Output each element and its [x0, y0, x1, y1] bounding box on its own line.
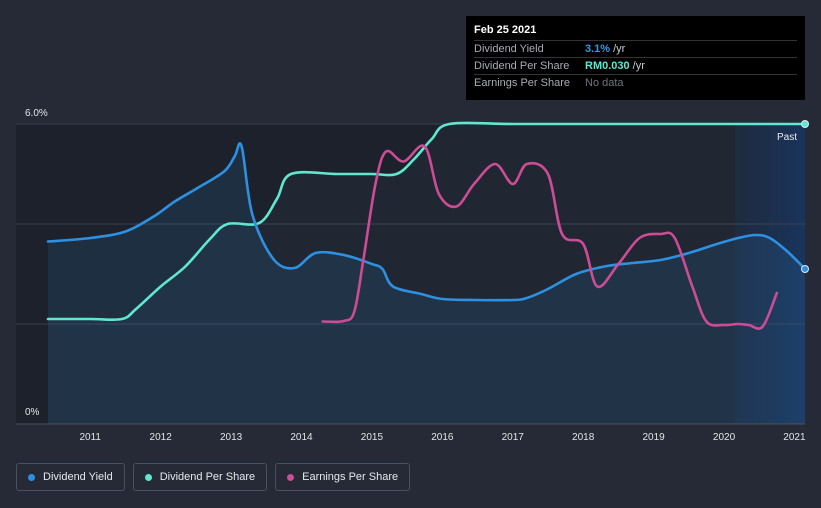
x-tick-label: 2018 — [572, 432, 595, 443]
legend-label: Earnings Per Share — [302, 471, 399, 483]
chart-areas — [48, 122, 805, 424]
end-point-dividend-yield — [801, 265, 809, 273]
y-tick-label-top: 6.0% — [25, 108, 48, 119]
x-tick-label: 2016 — [431, 432, 454, 443]
tooltip-row-label: Dividend Yield — [474, 43, 544, 55]
legend-dot-icon — [144, 473, 152, 481]
tooltip-row-earnings-per-share: Earnings Per Share No data — [474, 74, 797, 91]
tooltip-row-label: Earnings Per Share — [474, 77, 570, 89]
x-tick-label: 2014 — [290, 432, 313, 443]
area-dividend-per-share — [48, 122, 805, 424]
legend-item-earnings-per-share[interactable]: Earnings Per Share — [275, 463, 411, 491]
legend-label: Dividend Yield — [43, 471, 113, 483]
past-region — [734, 124, 805, 424]
line-dividend-per-share — [46, 121, 807, 322]
line-dividend-yield — [46, 142, 807, 302]
plot-background — [16, 124, 805, 424]
area-dividend-yield — [48, 143, 805, 424]
tooltip-row-label: Dividend Per Share — [474, 60, 570, 72]
x-tick-label: 2021 — [783, 432, 806, 443]
x-tick-label: 2017 — [502, 432, 525, 443]
chart-tooltip: Feb 25 2021 Dividend Yield 3.1% /yr Divi… — [466, 16, 805, 100]
x-tick-label: 2019 — [642, 432, 665, 443]
y-tick-label-bottom: 0% — [25, 407, 40, 418]
x-tick-label: 2011 — [79, 432, 101, 443]
legend-dot-icon — [28, 473, 35, 481]
x-tick-label: 2012 — [150, 432, 173, 443]
x-tick-label: 2015 — [361, 432, 384, 443]
tooltip-row-unit: /yr — [613, 43, 626, 55]
past-label: Past — [777, 132, 797, 143]
tooltip-date: Feb 25 2021 — [474, 24, 537, 36]
end-point-dividend-per-share — [801, 120, 809, 128]
tooltip-row-value: RM0.030 — [585, 60, 630, 72]
legend-item-dividend-yield[interactable]: Dividend Yield — [16, 463, 125, 491]
tooltip-row-value: 3.1% — [585, 43, 611, 55]
x-tick-label: 2013 — [220, 432, 243, 443]
chart-legend: Dividend Yield Dividend Per Share Earnin… — [16, 463, 411, 491]
gridlines — [16, 123, 805, 425]
tooltip-row-value: No data — [585, 77, 624, 89]
legend-dot-icon — [287, 473, 295, 481]
legend-label: Dividend Per Share — [159, 471, 256, 483]
legend-item-dividend-per-share[interactable]: Dividend Per Share — [132, 463, 268, 491]
tooltip-row-dividend-yield: Dividend Yield 3.1% /yr — [474, 40, 797, 57]
tooltip-row-unit: /yr — [632, 60, 645, 72]
line-earnings-per-share — [321, 144, 779, 330]
x-tick-label: 2020 — [713, 432, 736, 443]
x-axis: 2011 2012 2013 2014 2015 2016 2017 2018 2019 2020… — [79, 432, 806, 443]
chart-lines — [46, 120, 809, 330]
tooltip-row-dividend-per-share: Dividend Per Share RM0.030 /yr — [474, 57, 797, 74]
